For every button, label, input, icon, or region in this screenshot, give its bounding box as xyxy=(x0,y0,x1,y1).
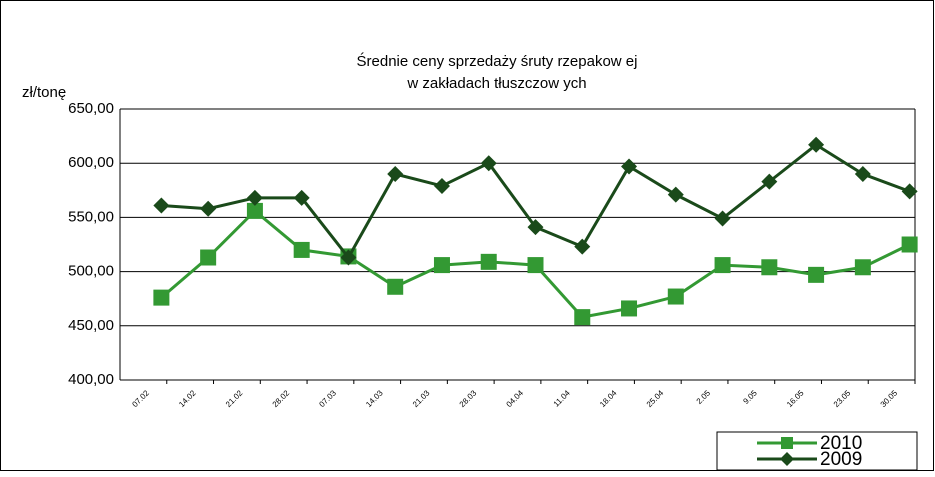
marker xyxy=(667,186,684,203)
marker xyxy=(153,289,170,306)
marker xyxy=(293,241,310,258)
marker xyxy=(621,158,638,175)
marker xyxy=(854,259,871,276)
marker xyxy=(200,200,217,217)
chart-title: Średnie ceny sprzedaży śruty rzepakow ej xyxy=(357,52,638,70)
marker xyxy=(761,173,778,190)
marker xyxy=(387,166,404,183)
marker xyxy=(901,183,918,200)
y-tick-label: 600,00 xyxy=(68,154,114,171)
marker xyxy=(808,136,825,153)
marker xyxy=(527,219,544,236)
marker xyxy=(621,300,638,317)
marker xyxy=(387,278,404,295)
marker xyxy=(574,238,591,255)
y-tick-label: 650,00 xyxy=(68,100,114,117)
marker xyxy=(854,166,871,183)
marker xyxy=(480,155,497,172)
y-tick-label: 500,00 xyxy=(68,263,114,280)
legend-marker xyxy=(781,437,793,449)
marker xyxy=(153,197,170,214)
marker xyxy=(714,210,731,227)
marker xyxy=(714,257,731,274)
marker xyxy=(761,259,778,276)
marker xyxy=(246,202,263,219)
legend-marker xyxy=(780,452,794,466)
marker xyxy=(340,249,357,266)
marker xyxy=(246,189,263,206)
marker xyxy=(574,309,591,326)
marker xyxy=(808,266,825,283)
marker xyxy=(667,288,684,305)
y-tick-label: 400,00 xyxy=(68,371,114,388)
marker xyxy=(433,257,450,274)
marker xyxy=(433,177,450,194)
chart-title: w zakładach tłuszczow ych xyxy=(406,75,586,92)
marker xyxy=(200,249,217,266)
legend-label: 2009 xyxy=(820,449,862,470)
marker xyxy=(527,257,544,274)
marker xyxy=(901,236,918,253)
marker xyxy=(293,189,310,206)
y-tick-label: 450,00 xyxy=(68,317,114,334)
legend-label: 2010 xyxy=(820,433,862,454)
marker xyxy=(480,253,497,270)
y-tick-label: 550,00 xyxy=(68,208,114,225)
y-axis-label: zł/tonę xyxy=(22,84,66,101)
legend-box xyxy=(716,431,918,471)
